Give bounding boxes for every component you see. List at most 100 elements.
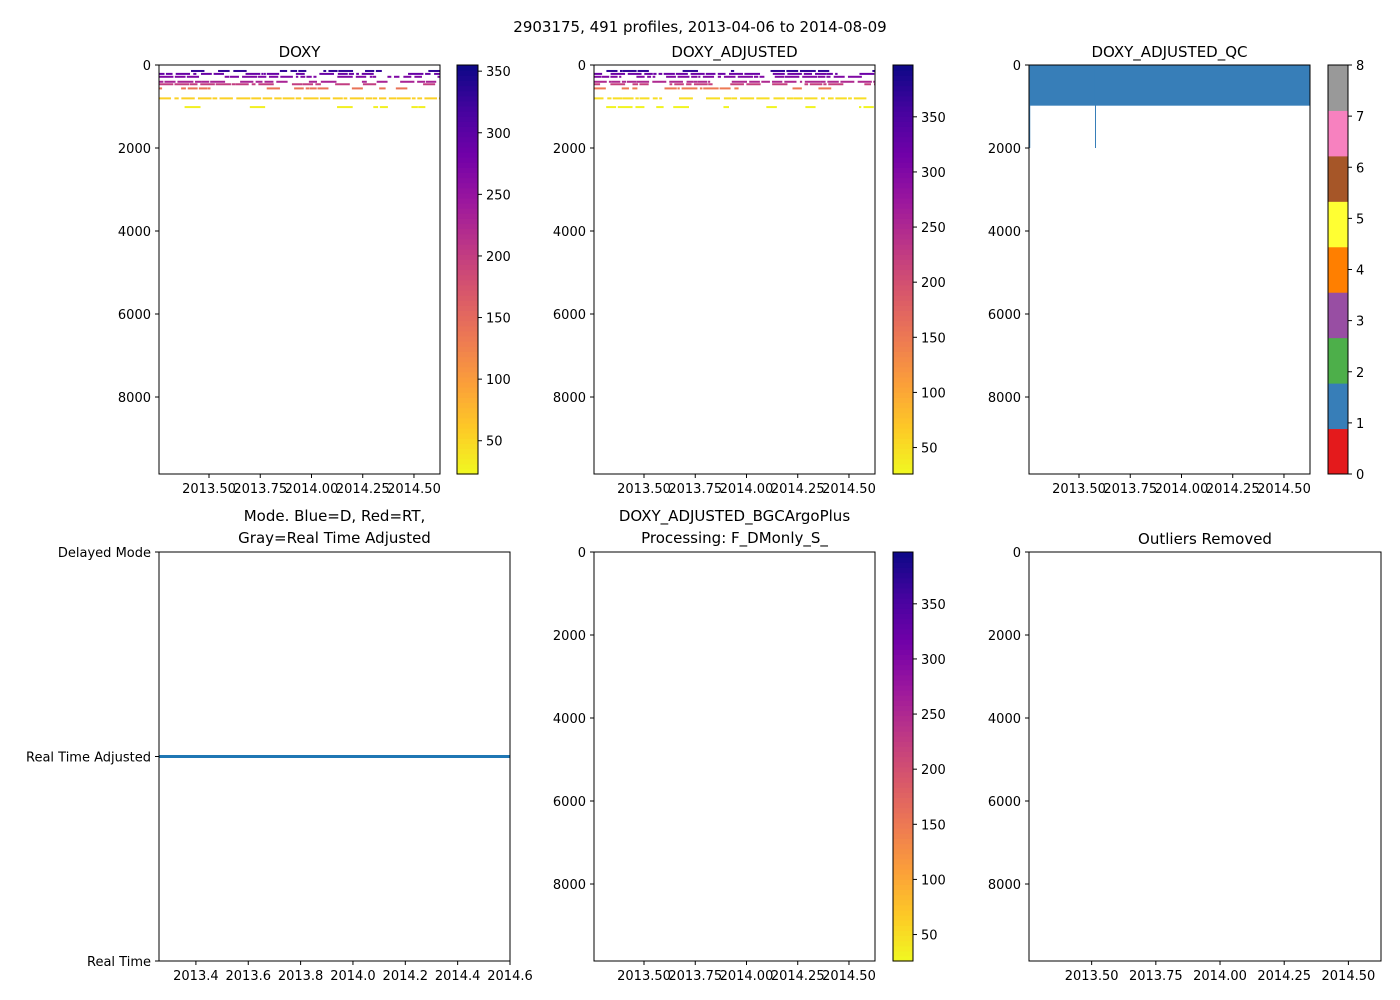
colorbar-segment (457, 325, 478, 332)
y-tick-label: 4000 (553, 712, 586, 727)
colorbar-segment (457, 203, 478, 209)
x-tick-label: 2014.00 (1193, 969, 1247, 984)
colorbar-segment (893, 325, 913, 332)
colorbar-segment (893, 715, 913, 722)
data-band-segment (873, 80, 875, 83)
colorbar-segment (457, 371, 478, 378)
data-band-segment (664, 87, 677, 90)
colorbar-tick-label: 200 (486, 250, 511, 265)
axes-frame (1028, 551, 1382, 962)
colorbar-segment (893, 70, 913, 76)
data-band-segment (323, 69, 327, 72)
plot-area (159, 69, 440, 109)
colorbar-segment (893, 838, 913, 845)
data-band-segment (635, 97, 639, 100)
colorbar-segment (457, 105, 478, 112)
x-tick-label: 2014.25 (771, 969, 825, 984)
data-band-segment (375, 69, 382, 72)
data-band-segment (308, 80, 318, 83)
panel-title: Outliers Removed (1138, 530, 1272, 548)
colorbar-segment (457, 295, 478, 301)
data-band-segment (857, 80, 872, 83)
colorbar-segment (893, 899, 913, 906)
y-tick-label: 6000 (553, 795, 586, 810)
data-band-segment (396, 97, 411, 100)
data-band-segment (187, 87, 198, 90)
data-band-segment (804, 97, 818, 100)
data-band-segment (295, 75, 299, 78)
axes-frame (593, 551, 876, 962)
data-band-segment (773, 97, 785, 100)
colorbar-segment (893, 315, 913, 322)
colorbar-segment (893, 274, 913, 281)
y-tick-label: 8000 (553, 878, 586, 893)
colorbar-segment (457, 90, 478, 97)
colorbar-segment (893, 356, 913, 363)
data-band-segment (669, 83, 673, 86)
colorbar-segment (457, 453, 478, 460)
colorbar-segment (457, 412, 478, 419)
colorbar-segment (893, 613, 913, 620)
colorbar-segment (893, 674, 913, 681)
data-band-segment (594, 83, 601, 86)
x-tick-label: 2013.50 (617, 969, 671, 984)
colorbar-segment (457, 187, 478, 194)
colorbar-segment (893, 243, 913, 250)
qc-block (1029, 65, 1310, 106)
colorbar-segment (893, 228, 913, 235)
colorbar-segment (457, 75, 478, 81)
x-tick-label: 2014.25 (1257, 969, 1311, 984)
colorbar-segment (893, 402, 913, 409)
data-band-segment (809, 83, 823, 86)
colorbar-segment (893, 289, 913, 296)
colorbar-segment (893, 690, 913, 696)
colorbar-segment (457, 65, 478, 71)
colorbar-segment (1328, 383, 1348, 430)
colorbar-segment (457, 116, 478, 122)
colorbar-segment (457, 427, 478, 434)
colorbar-segment (893, 945, 913, 952)
data-band-segment (266, 87, 280, 90)
colorbar-segment (893, 557, 913, 563)
data-band-segment (298, 69, 307, 72)
data-band-segment (594, 75, 602, 78)
colorbar-segment (893, 407, 913, 414)
data-band-segment (770, 69, 785, 72)
y-tick-label: 4000 (118, 225, 151, 240)
data-band-segment (686, 83, 692, 86)
colorbar-tick-label: 4 (1356, 264, 1364, 279)
x-tick-label: 2013.50 (617, 482, 671, 497)
colorbar-segment (457, 151, 478, 158)
colorbar-segment (893, 95, 913, 102)
colorbar-segment (893, 920, 913, 926)
colorbar-segment (893, 136, 913, 143)
colorbar-segment (893, 940, 913, 947)
colorbar-segment (893, 562, 913, 568)
data-band-segment (425, 72, 431, 75)
colorbar-segment (893, 741, 913, 747)
colorbar-tick-label: 350 (921, 598, 946, 613)
colorbar-segment (457, 146, 478, 153)
colorbar-segment (457, 351, 478, 358)
colorbar-segment (893, 797, 913, 804)
colorbar-segment (457, 111, 478, 117)
x-tick-label: 2014.00 (1155, 482, 1209, 497)
colorbar-tick-label: 8 (1356, 59, 1364, 74)
panel-title: Mode. Blue=D, Red=RT, (244, 507, 426, 525)
colorbar-segment (457, 157, 478, 163)
colorbar-segment (893, 366, 913, 373)
y-tick-label: 2000 (553, 142, 586, 157)
x-tick-label: 2013.4 (173, 969, 219, 984)
data-band-segment (184, 106, 201, 109)
data-band-segment (682, 69, 698, 72)
data-band-segment (784, 80, 797, 83)
data-band-segment (200, 83, 215, 86)
data-band-segment (439, 80, 440, 83)
colorbar-segment (457, 438, 478, 444)
data-band-segment (753, 75, 759, 78)
colorbar-segment (457, 70, 478, 76)
data-band-segment (266, 72, 280, 75)
colorbar-segment (893, 935, 913, 942)
data-band-segment (872, 69, 875, 72)
colorbar-segment (893, 679, 913, 686)
